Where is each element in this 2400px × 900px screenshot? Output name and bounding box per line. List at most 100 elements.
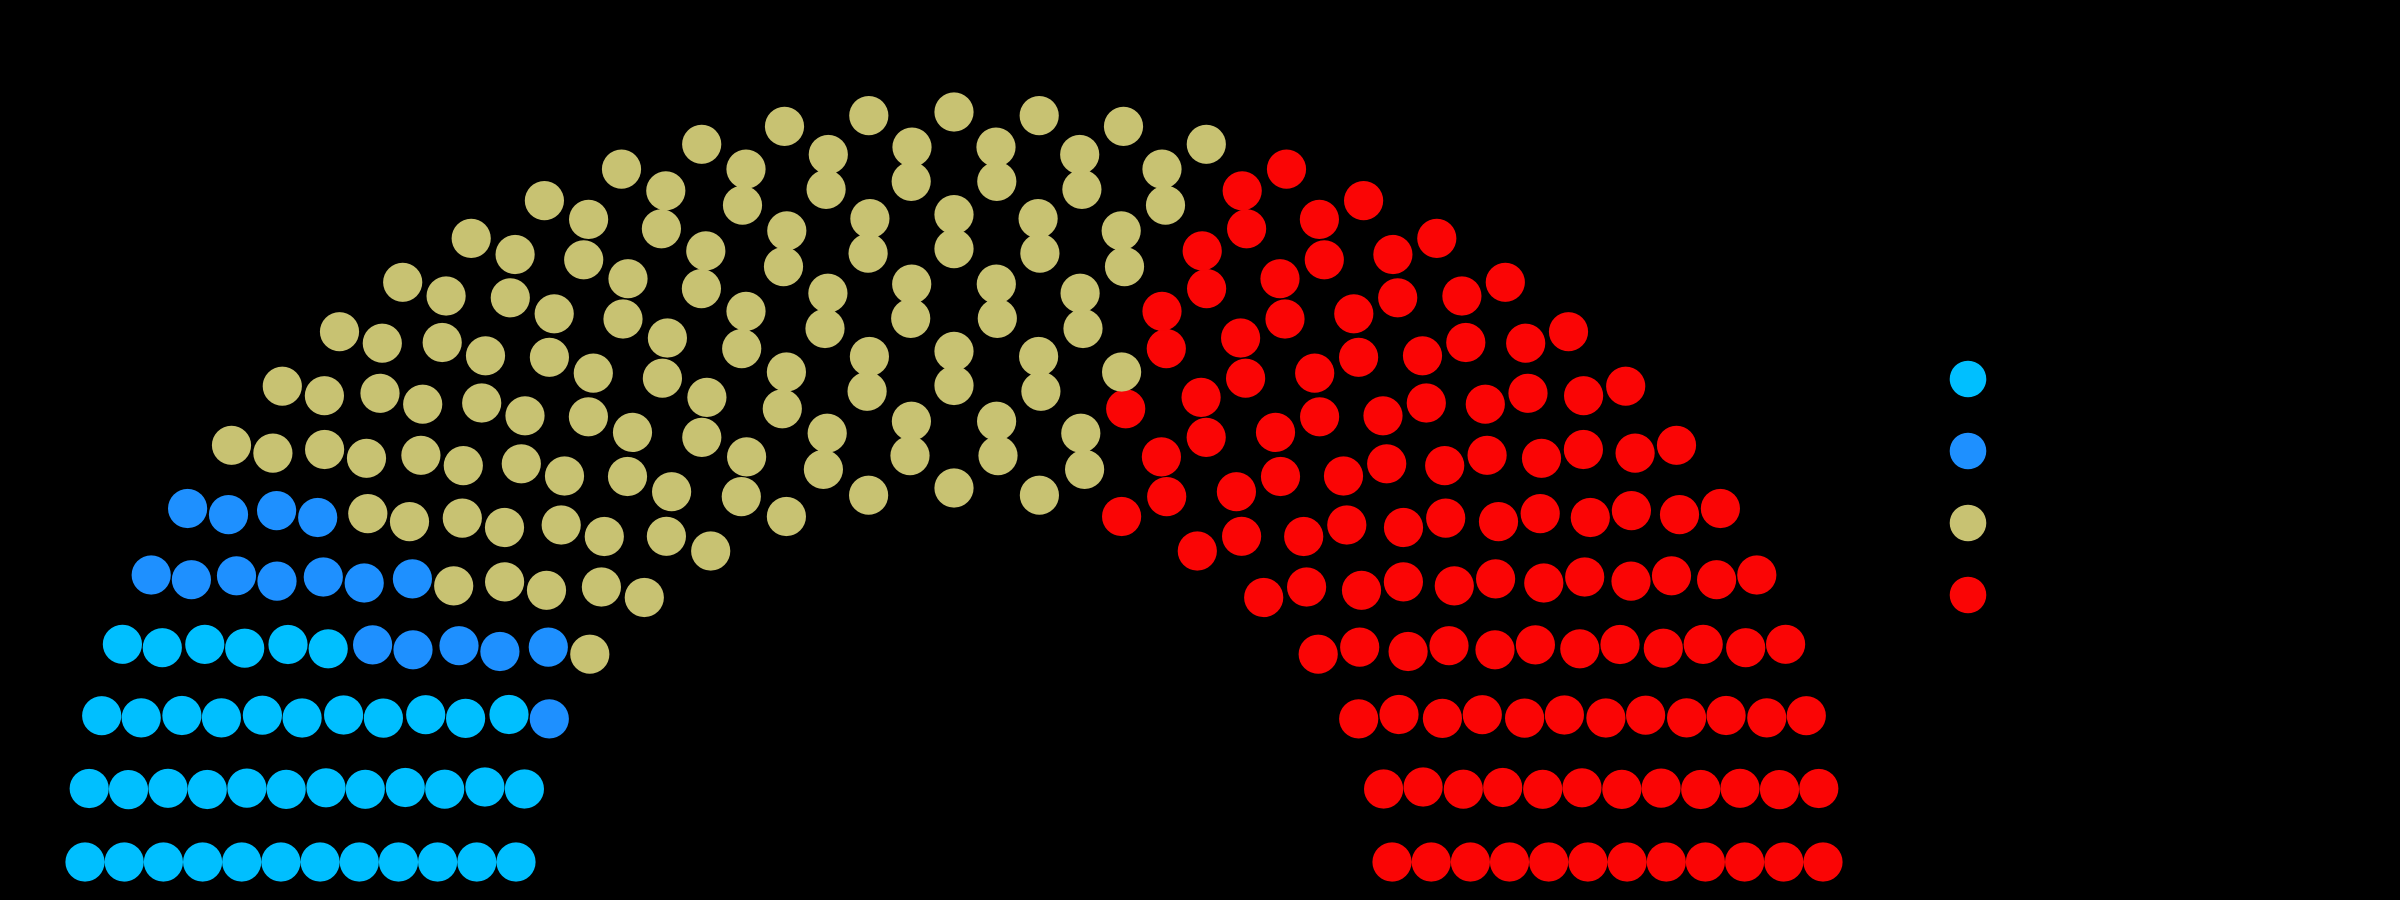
seat-party-khaki [319, 312, 360, 352]
seat-party-red [1602, 769, 1642, 810]
seat-party-khaki [978, 436, 1018, 476]
seat-party-cyan [345, 769, 385, 809]
seat-party-khaki [465, 336, 506, 376]
seat-party-khaki [1101, 211, 1141, 251]
seat-party-cyan [300, 842, 340, 882]
seat-party-khaki [568, 397, 609, 437]
seat-party-khaki [612, 412, 653, 452]
seat-party-khaki [766, 352, 807, 392]
seat-party-khaki [891, 161, 931, 201]
seat-party-khaki [687, 377, 727, 417]
seat-party-red [1227, 209, 1267, 249]
seat-party-khaki [806, 169, 846, 209]
seat-party-red [1177, 531, 1217, 571]
seat-party-red [1372, 842, 1412, 882]
seat-party-cyan [108, 770, 149, 810]
seat-party-red [1341, 570, 1382, 610]
seat-party-red [1643, 628, 1683, 668]
seat-party-cyan [69, 768, 109, 809]
seat-party-khaki [403, 384, 443, 424]
seat-party-red [1725, 842, 1765, 882]
seat-party-khaki [505, 396, 545, 436]
seat-party-red [1611, 491, 1651, 531]
seat-party-khaki [346, 438, 387, 478]
seat-party-red [1646, 842, 1686, 882]
seat-party-red [1700, 488, 1740, 529]
seat-party-red [1508, 373, 1548, 413]
seat-party-khaki [1020, 233, 1060, 273]
seat-party-red [1364, 769, 1404, 809]
seat-party-blue [131, 555, 171, 595]
seat-party-khaki [534, 294, 574, 334]
seat-party-red [1681, 769, 1721, 810]
seat-party-red [1417, 218, 1457, 258]
seat-party-red [1388, 631, 1428, 672]
seat-party-khaki [722, 329, 762, 369]
seat-party-cyan [65, 842, 105, 882]
seat-party-blue [353, 625, 393, 665]
seat-party-khaki [573, 353, 613, 393]
seat-party-khaki [642, 358, 683, 398]
seat-party-red [1142, 291, 1182, 331]
seat-party-cyan [162, 695, 202, 736]
seat-party-red [1429, 626, 1469, 666]
seat-party-cyan [268, 624, 308, 665]
seat-party-cyan [261, 842, 301, 882]
seat-party-khaki [934, 468, 974, 508]
seat-party-red [1570, 497, 1610, 538]
seat-party-red [1222, 171, 1262, 211]
legend-swatch-party-cyan [1949, 360, 1987, 398]
seat-party-red [1766, 624, 1806, 664]
seat-party-cyan [306, 768, 346, 808]
seat-party-red [1759, 770, 1800, 810]
seat-party-blue [257, 561, 297, 601]
seat-party-khaki [849, 336, 890, 377]
seat-party-khaki [1019, 336, 1059, 377]
seat-party-khaki [1061, 413, 1101, 453]
seat-party-cyan [418, 842, 458, 882]
seat-party-cyan [82, 696, 122, 736]
seat-party-cyan [324, 695, 364, 735]
seat-party-khaki [584, 516, 624, 557]
seat-party-cyan [142, 628, 182, 668]
seat-party-red [1568, 842, 1608, 882]
seat-party-red [1221, 318, 1261, 358]
seat-party-red [1515, 625, 1555, 665]
seat-party-khaki [764, 106, 805, 146]
seat-party-khaki [253, 433, 293, 473]
seat-party-khaki [850, 199, 890, 239]
seat-party-khaki [722, 185, 763, 225]
seat-party-red [1747, 698, 1787, 738]
seat-party-red [1506, 323, 1546, 363]
seat-party-red [1544, 695, 1584, 735]
legend-swatch-party-blue [1949, 432, 1987, 470]
seat-party-red [1607, 842, 1647, 882]
seat-party-blue [392, 559, 432, 599]
seat-party-red [1102, 496, 1142, 537]
seat-party-red [1304, 240, 1344, 280]
seat-party-red [1383, 562, 1423, 602]
seat-party-red [1478, 501, 1519, 542]
seat-party-khaki [1019, 96, 1059, 136]
seat-party-red [1786, 696, 1826, 736]
seat-party-cyan [225, 628, 265, 668]
seat-party-khaki [607, 456, 648, 497]
seat-party-red [1339, 337, 1379, 377]
seat-party-red [1344, 181, 1384, 221]
seat-party-khaki [484, 507, 525, 548]
seat-party-khaki [934, 331, 974, 371]
seat-party-blue [303, 557, 343, 597]
seat-party-red [1216, 472, 1256, 512]
seat-party-red [1483, 767, 1523, 808]
seat-party-khaki [848, 233, 888, 273]
seat-party-red [1334, 294, 1374, 334]
seat-party-khaki [304, 376, 344, 416]
seat-party-blue [168, 488, 208, 529]
seat-party-khaki [1060, 134, 1100, 175]
seat-party-khaki [890, 436, 930, 476]
seat-party-khaki [682, 417, 722, 457]
seat-party-cyan [121, 698, 161, 738]
seat-party-red [1443, 769, 1483, 809]
